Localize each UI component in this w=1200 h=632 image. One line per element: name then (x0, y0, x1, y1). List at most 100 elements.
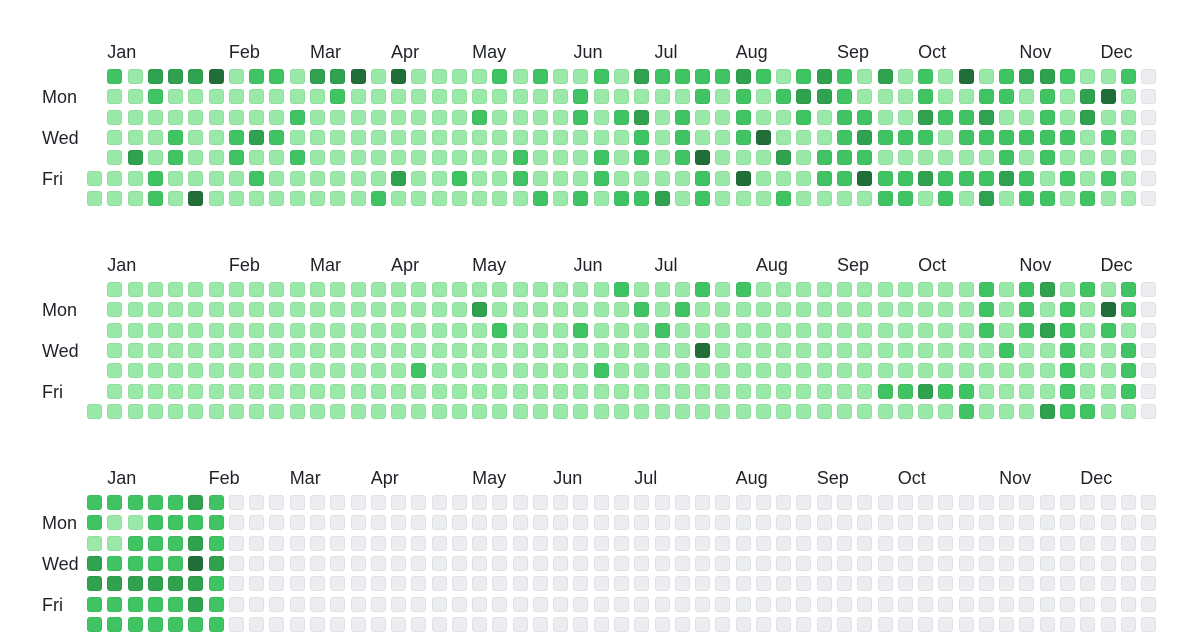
contribution-cell[interactable] (1059, 363, 1075, 379)
contribution-cell[interactable] (1019, 495, 1035, 510)
contribution-cell[interactable] (391, 576, 407, 592)
contribution-cell[interactable] (918, 616, 934, 632)
contribution-cell[interactable] (249, 363, 265, 379)
contribution-cell[interactable] (1059, 495, 1075, 510)
contribution-cell[interactable] (330, 109, 346, 125)
contribution-cell[interactable] (1080, 190, 1096, 206)
contribution-cell[interactable] (776, 596, 792, 612)
contribution-cell[interactable] (1120, 150, 1136, 166)
contribution-cell[interactable] (776, 576, 792, 592)
contribution-cell[interactable] (1019, 403, 1035, 419)
contribution-cell[interactable] (330, 69, 346, 84)
contribution-cell[interactable] (877, 363, 893, 379)
contribution-cell[interactable] (1039, 616, 1055, 632)
contribution-cell[interactable] (573, 150, 589, 166)
contribution-cell[interactable] (188, 576, 204, 592)
contribution-cell[interactable] (614, 495, 630, 510)
contribution-cell[interactable] (1059, 129, 1075, 145)
contribution-cell[interactable] (978, 616, 994, 632)
contribution-cell[interactable] (228, 515, 244, 531)
contribution-cell[interactable] (553, 555, 569, 571)
contribution-cell[interactable] (228, 596, 244, 612)
contribution-cell[interactable] (857, 150, 873, 166)
contribution-cell[interactable] (674, 150, 690, 166)
contribution-cell[interactable] (614, 322, 630, 338)
contribution-cell[interactable] (1100, 69, 1116, 84)
contribution-cell[interactable] (776, 383, 792, 399)
contribution-cell[interactable] (370, 150, 386, 166)
contribution-cell[interactable] (634, 150, 650, 166)
contribution-cell[interactable] (249, 616, 265, 632)
contribution-cell[interactable] (532, 383, 548, 399)
contribution-cell[interactable] (1019, 535, 1035, 551)
contribution-cell[interactable] (208, 596, 224, 612)
contribution-cell[interactable] (918, 495, 934, 510)
contribution-cell[interactable] (695, 129, 711, 145)
contribution-cell[interactable] (735, 302, 751, 318)
contribution-cell[interactable] (715, 150, 731, 166)
contribution-cell[interactable] (755, 69, 771, 84)
contribution-cell[interactable] (228, 150, 244, 166)
contribution-cell[interactable] (451, 555, 467, 571)
contribution-cell[interactable] (958, 150, 974, 166)
contribution-cell[interactable] (1039, 170, 1055, 186)
contribution-cell[interactable] (796, 129, 812, 145)
contribution-cell[interactable] (309, 89, 325, 105)
contribution-cell[interactable] (897, 383, 913, 399)
contribution-cell[interactable] (451, 302, 467, 318)
contribution-cell[interactable] (309, 576, 325, 592)
contribution-cell[interactable] (391, 89, 407, 105)
contribution-cell[interactable] (593, 109, 609, 125)
contribution-cell[interactable] (309, 282, 325, 297)
contribution-cell[interactable] (532, 616, 548, 632)
contribution-cell[interactable] (1039, 150, 1055, 166)
contribution-cell[interactable] (107, 495, 123, 510)
contribution-cell[interactable] (999, 302, 1015, 318)
contribution-cell[interactable] (553, 150, 569, 166)
contribution-cell[interactable] (1019, 190, 1035, 206)
contribution-cell[interactable] (1100, 363, 1116, 379)
contribution-cell[interactable] (796, 109, 812, 125)
contribution-cell[interactable] (330, 190, 346, 206)
contribution-cell[interactable] (836, 495, 852, 510)
contribution-cell[interactable] (168, 69, 184, 84)
contribution-cell[interactable] (735, 69, 751, 84)
contribution-cell[interactable] (411, 89, 427, 105)
contribution-cell[interactable] (938, 535, 954, 551)
contribution-cell[interactable] (776, 403, 792, 419)
contribution-cell[interactable] (208, 129, 224, 145)
contribution-cell[interactable] (431, 515, 447, 531)
contribution-cell[interactable] (553, 342, 569, 358)
contribution-cell[interactable] (451, 403, 467, 419)
contribution-cell[interactable] (796, 495, 812, 510)
contribution-cell[interactable] (107, 69, 123, 84)
contribution-cell[interactable] (918, 576, 934, 592)
contribution-cell[interactable] (127, 555, 143, 571)
contribution-cell[interactable] (593, 596, 609, 612)
contribution-cell[interactable] (1141, 403, 1157, 419)
contribution-cell[interactable] (1080, 342, 1096, 358)
contribution-cell[interactable] (1039, 322, 1055, 338)
contribution-cell[interactable] (147, 596, 163, 612)
contribution-cell[interactable] (614, 69, 630, 84)
contribution-cell[interactable] (695, 616, 711, 632)
contribution-cell[interactable] (391, 535, 407, 551)
contribution-cell[interactable] (634, 302, 650, 318)
contribution-cell[interactable] (411, 129, 427, 145)
contribution-cell[interactable] (431, 69, 447, 84)
contribution-cell[interactable] (938, 150, 954, 166)
contribution-cell[interactable] (269, 322, 285, 338)
contribution-cell[interactable] (431, 363, 447, 379)
contribution-cell[interactable] (107, 282, 123, 297)
contribution-cell[interactable] (249, 150, 265, 166)
contribution-cell[interactable] (147, 322, 163, 338)
contribution-cell[interactable] (1141, 616, 1157, 632)
contribution-cell[interactable] (1059, 89, 1075, 105)
contribution-cell[interactable] (370, 596, 386, 612)
contribution-cell[interactable] (87, 596, 102, 612)
contribution-cell[interactable] (127, 170, 143, 186)
contribution-cell[interactable] (249, 129, 265, 145)
contribution-cell[interactable] (1120, 342, 1136, 358)
contribution-cell[interactable] (654, 190, 670, 206)
contribution-cell[interactable] (532, 555, 548, 571)
